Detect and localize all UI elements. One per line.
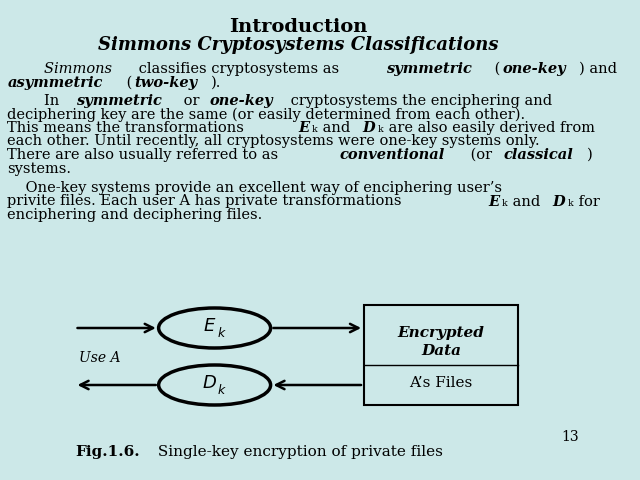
Text: one-key: one-key	[502, 62, 566, 76]
Text: Simmons: Simmons	[8, 62, 113, 76]
Text: ₖ: ₖ	[501, 194, 507, 208]
Text: Introduction: Introduction	[229, 18, 368, 36]
Text: systems.: systems.	[8, 161, 72, 176]
Text: E: E	[488, 194, 499, 208]
Text: are also easily derived from: are also easily derived from	[385, 121, 595, 135]
Text: In: In	[8, 94, 65, 108]
Text: There are also usually referred to as: There are also usually referred to as	[8, 148, 284, 162]
Text: Use A: Use A	[79, 351, 121, 365]
Text: A’s Files: A’s Files	[409, 376, 472, 390]
Text: (: (	[490, 62, 500, 76]
Text: One-key systems provide an excellent way of enciphering user’s: One-key systems provide an excellent way…	[8, 181, 502, 195]
Text: $D$: $D$	[202, 374, 218, 392]
Text: asymmetric: asymmetric	[8, 76, 103, 90]
Text: (: (	[122, 76, 132, 90]
Text: cryptosystems the enciphering and: cryptosystems the enciphering and	[286, 94, 552, 108]
Text: Fig.1.6.: Fig.1.6.	[76, 445, 140, 459]
Text: classifies cryptosystems as: classifies cryptosystems as	[134, 62, 344, 76]
Text: 13: 13	[561, 430, 579, 444]
Text: symmetric: symmetric	[387, 62, 472, 76]
Text: or: or	[179, 94, 204, 108]
Text: one-key: one-key	[209, 94, 273, 108]
Text: Single-key encryption of private files: Single-key encryption of private files	[154, 445, 444, 459]
Text: D: D	[552, 194, 565, 208]
Text: (or: (or	[466, 148, 497, 162]
Text: enciphering and deciphering files.: enciphering and deciphering files.	[8, 208, 262, 222]
Text: Encrypted: Encrypted	[397, 326, 484, 340]
Text: Data: Data	[421, 344, 461, 358]
Text: two-key: two-key	[134, 76, 198, 90]
Text: D: D	[363, 121, 375, 135]
Text: Simmons Cryptosystems Classifications: Simmons Cryptosystems Classifications	[99, 36, 499, 54]
Text: ₖ: ₖ	[378, 121, 383, 135]
Text: ).: ).	[211, 76, 221, 90]
Text: deciphering key are the same (or easily determined from each other).: deciphering key are the same (or easily …	[8, 108, 525, 122]
Text: and: and	[318, 121, 355, 135]
Text: classical: classical	[503, 148, 573, 162]
Text: conventional: conventional	[339, 148, 445, 162]
Text: privite files. Each user A has private transformations: privite files. Each user A has private t…	[8, 194, 406, 208]
Text: and: and	[508, 194, 545, 208]
Text: each other. Until recently, all cryptosystems were one-key systems only.: each other. Until recently, all cryptosy…	[8, 134, 540, 148]
Text: ): )	[587, 148, 593, 162]
Text: ₖ: ₖ	[312, 121, 317, 135]
Text: $E$: $E$	[204, 317, 216, 335]
Text: E: E	[298, 121, 309, 135]
Text: for: for	[574, 194, 600, 208]
Text: This means the transformations: This means the transformations	[8, 121, 249, 135]
Text: ₖ: ₖ	[568, 194, 573, 208]
Text: $k$: $k$	[217, 326, 227, 340]
Text: ) and: ) and	[579, 62, 617, 76]
Text: $k$: $k$	[217, 383, 227, 397]
Text: symmetric: symmetric	[76, 94, 162, 108]
